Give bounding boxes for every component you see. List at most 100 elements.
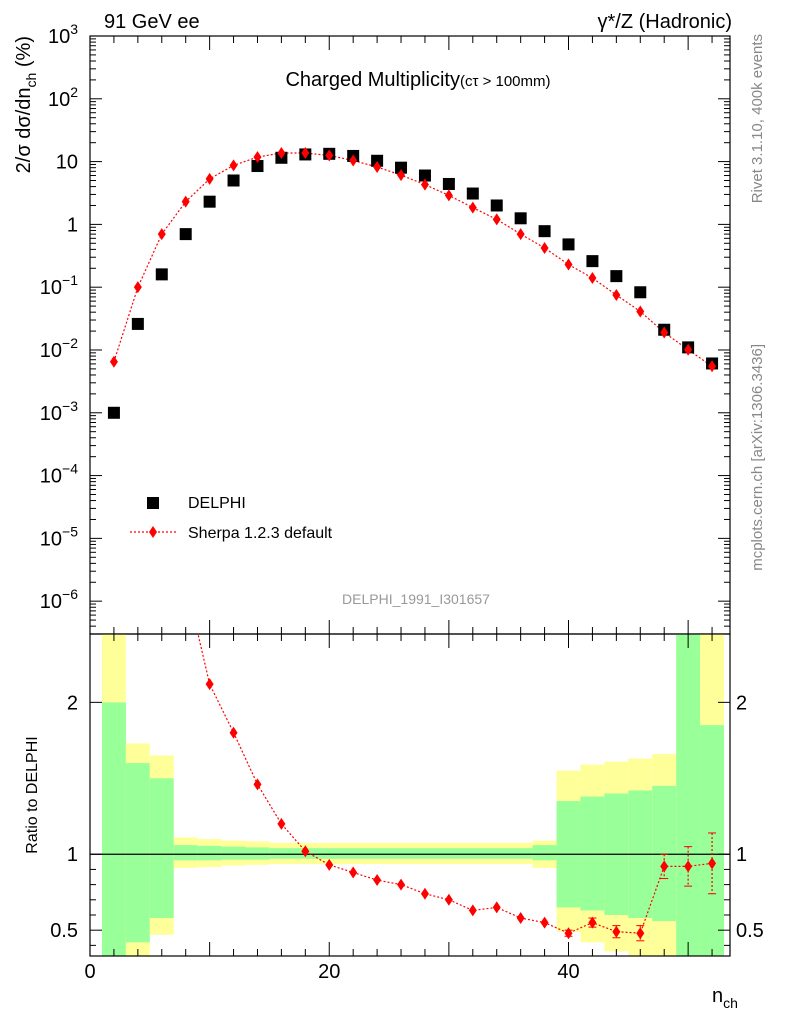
sherpa-point <box>420 178 429 191</box>
ratio-y-tick-label-right: 0.5 <box>736 920 764 942</box>
sherpa-point <box>229 159 238 172</box>
main-y-tick-label-exponent: −2 <box>62 335 78 351</box>
main-y-tick-label-exponent: −6 <box>62 586 78 602</box>
ratio-inner-band <box>173 845 198 861</box>
sherpa-point <box>708 360 717 373</box>
sherpa-point <box>564 258 573 271</box>
main-y-axis-label-sub: ch <box>23 73 39 88</box>
delphi-point <box>371 154 384 167</box>
ratio-sherpa-point <box>708 857 717 870</box>
sherpa-point <box>468 201 477 214</box>
ratio-sherpa-point <box>349 866 358 879</box>
sherpa-line <box>113 152 713 367</box>
ratio-sherpa-point <box>373 874 382 887</box>
ratio-panel-frame <box>89 633 731 957</box>
ratio-sherpa-point <box>492 901 501 914</box>
ratio-y-tick-label-right: 2 <box>736 692 747 714</box>
delphi-point <box>227 174 240 187</box>
ratio-sherpa-point <box>253 778 262 791</box>
ratio-y-tick-label: 2 <box>67 692 78 714</box>
main-y-tick-label: 102 <box>48 84 78 111</box>
main-panel-frame <box>89 35 731 635</box>
ratio-inner-band <box>101 702 126 956</box>
ratio-inner-band <box>700 725 725 956</box>
legend-sherpa-label: Sherpa 1.2.3 default <box>188 525 333 542</box>
main-axis-ticks <box>89 35 730 634</box>
ratio-sherpa-point <box>636 927 645 940</box>
ratio-inner-band <box>652 785 677 922</box>
main-y-tick-label-exponent: −5 <box>62 523 78 539</box>
ratio-panel: 0.5 0.5 1 1 2 2 0 20 40 Ratio to DELPHI nch <box>24 575 764 1011</box>
x-axis-label-sub: ch <box>723 995 738 1011</box>
main-y-tick-label-base: 10 <box>40 403 62 425</box>
sherpa-point <box>349 154 358 167</box>
header-right-label: γ*/Z (Hadronic) <box>598 11 732 33</box>
ratio-axis-ticks <box>89 634 730 956</box>
sherpa-point <box>540 242 549 255</box>
main-y-tick-label-exponent: −4 <box>62 461 78 477</box>
delphi-point <box>466 187 479 200</box>
delphi-point <box>418 169 431 182</box>
ratio-y-tick-label: 0.5 <box>50 920 78 942</box>
sherpa-point <box>253 151 262 164</box>
ratio-inner-band <box>125 763 150 943</box>
main-y-tick-label-base: 10 <box>40 277 62 299</box>
rivet-version-label: Rivet 3.1.10, 400k events <box>749 34 766 203</box>
main-y-tick-label: 10−3 <box>40 398 78 425</box>
main-y-tick-label-exponent: −1 <box>62 272 78 288</box>
ratio-sherpa-point <box>564 927 573 940</box>
ratio-y-tick-label: 1 <box>67 844 78 866</box>
sherpa-point <box>588 272 597 285</box>
delphi-point <box>490 199 503 212</box>
sherpa-point <box>516 228 525 241</box>
delphi-point <box>107 406 120 419</box>
delphi-point <box>131 317 144 330</box>
main-y-tick-label-base: 10 <box>56 152 78 174</box>
sherpa-point <box>181 195 190 208</box>
ratio-inner-band <box>197 845 222 861</box>
main-y-tick-label-base: 10 <box>48 26 70 48</box>
delphi-point <box>610 270 623 283</box>
ratio-inner-band <box>149 778 174 919</box>
delphi-point <box>251 160 264 173</box>
legend-sherpa-marker <box>149 526 157 538</box>
x-axis-label-text: n <box>712 985 723 1007</box>
x-tick-label: 20 <box>318 961 340 983</box>
main-y-tick-label: 10 <box>56 152 78 174</box>
ratio-sherpa-point <box>468 904 477 917</box>
main-y-axis-label-text: 2/σ dσ/dn <box>13 87 35 173</box>
main-y-tick-label-base: 1 <box>67 214 78 236</box>
x-axis-label: nch <box>712 985 738 1011</box>
sherpa-point <box>109 355 118 368</box>
sherpa-point <box>133 281 142 294</box>
delphi-point <box>442 177 455 190</box>
sherpa-point <box>397 169 406 182</box>
delphi-point <box>155 268 168 281</box>
ratio-uncertainty-bands <box>101 634 725 956</box>
sherpa-point <box>325 149 334 162</box>
ratio-sherpa-point <box>684 860 693 873</box>
ratio-data-points <box>182 575 717 942</box>
main-title: Charged Multiplicity(cτ > 100mm) <box>285 69 550 91</box>
ratio-y-tick-label-right: 1 <box>736 844 747 866</box>
delphi-point <box>395 161 408 174</box>
ratio-inner-band <box>245 847 270 860</box>
ratio-sherpa-point <box>397 878 406 891</box>
ratio-sherpa-point <box>182 575 190 587</box>
ratio-inner-band <box>269 848 533 859</box>
main-data-points <box>107 147 719 419</box>
ratio-sherpa-point <box>612 925 621 938</box>
ratio-sherpa-point <box>277 817 286 830</box>
ratio-sherpa-point <box>325 858 334 871</box>
watermark-label: DELPHI_1991_I301657 <box>342 591 490 607</box>
sherpa-point <box>277 147 286 160</box>
ratio-sherpa-point <box>420 887 429 900</box>
ratio-inner-band <box>676 634 701 956</box>
main-y-tick-label: 10−2 <box>40 335 78 362</box>
main-y-tick-label-exponent: −3 <box>62 398 78 414</box>
ratio-sherpa-point <box>205 678 214 691</box>
ratio-inner-band <box>532 845 557 861</box>
delphi-point <box>514 212 527 225</box>
